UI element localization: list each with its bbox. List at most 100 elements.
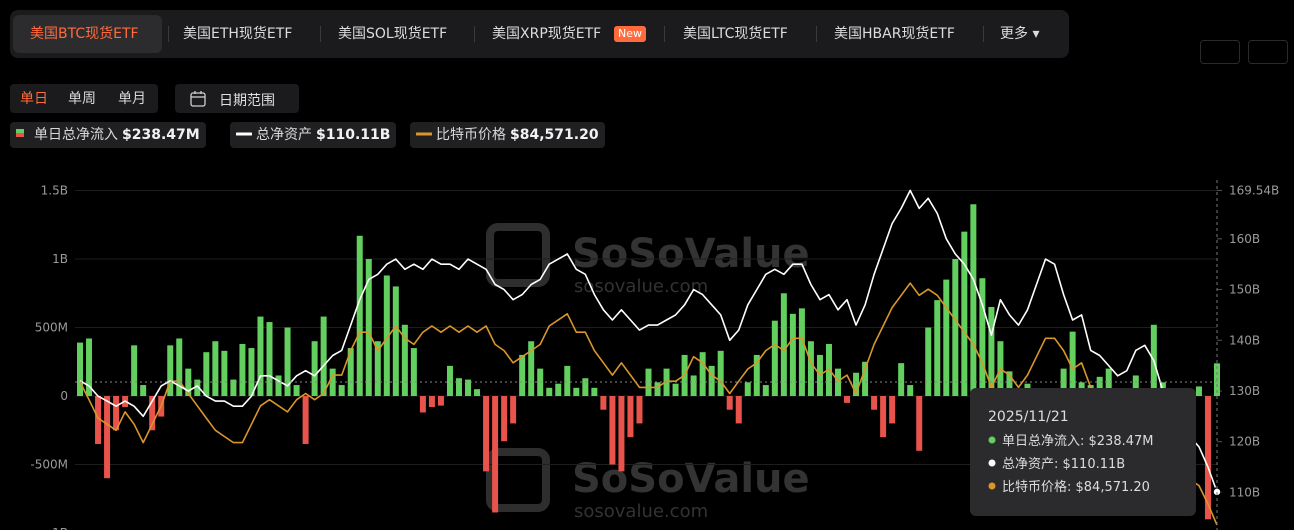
- watermark-site: sosovalue.com: [574, 501, 708, 522]
- watermark-site: sosovalue.com: [574, 276, 708, 297]
- y2-tick-label: 140B: [1229, 333, 1260, 347]
- bar: [1096, 376, 1103, 397]
- bar: [149, 396, 156, 431]
- bar: [131, 345, 138, 397]
- more-label[interactable]: 更多: [1000, 26, 1028, 42]
- bar: [456, 378, 462, 397]
- tooltip: 2025/11/21 单日总净流入: $238.47M 总净资产: $110.11B…: [970, 388, 1196, 516]
- legend-value: $110.11B: [316, 127, 391, 143]
- bar: [555, 383, 562, 397]
- bar: [744, 382, 751, 397]
- y-tick-label: 1B: [52, 252, 68, 266]
- legend-name: 总净资产: [256, 127, 312, 143]
- tab[interactable]: 美国LTC现货ETF: [683, 26, 788, 42]
- period-day[interactable]: 单日: [20, 91, 48, 107]
- bar: [546, 387, 553, 397]
- bar: [952, 259, 959, 397]
- bar: [943, 279, 950, 397]
- bar: [762, 385, 769, 397]
- legend-icon: [235, 132, 253, 136]
- bar: [672, 383, 679, 397]
- bar: [1105, 368, 1112, 397]
- bar: [789, 313, 796, 397]
- bar: [970, 204, 977, 397]
- y2-tick-label: 150B: [1229, 283, 1260, 297]
- bar: [798, 308, 805, 397]
- tab-separator: [816, 26, 817, 42]
- bar: [1204, 396, 1211, 520]
- tab[interactable]: 美国BTC现货ETF: [30, 26, 139, 42]
- tab-separator: [168, 26, 169, 42]
- bar: [383, 275, 390, 397]
- more-tab[interactable]: 更多 ▾: [1000, 26, 1040, 42]
- bar: [636, 396, 643, 424]
- corner-button[interactable]: [1200, 40, 1240, 64]
- legend-item: 单日总净流入 $238.47M: [10, 122, 206, 148]
- bar: [239, 343, 246, 397]
- legend-name: 比特币价格: [436, 127, 506, 143]
- calendar-icon: [190, 91, 206, 107]
- tab[interactable]: 美国HBAR现货ETF: [834, 26, 955, 42]
- legend-value: $84,571.20: [510, 127, 599, 143]
- bar: [419, 396, 426, 413]
- bar: [898, 363, 905, 397]
- legend-name: 单日总净流入: [34, 127, 118, 143]
- line-y2: [79, 189, 1218, 493]
- bar: [302, 396, 309, 444]
- tooltip-dot: [988, 482, 996, 490]
- bar: [492, 396, 499, 513]
- bar: [708, 365, 715, 397]
- bar: [961, 231, 968, 397]
- bar: [510, 396, 517, 424]
- bar: [690, 375, 697, 397]
- tab-bar: [10, 10, 1069, 58]
- tab[interactable]: 美国SOL现货ETF: [338, 26, 448, 42]
- bar: [365, 259, 372, 397]
- bar: [1006, 371, 1013, 397]
- tab-separator: [983, 26, 984, 42]
- bar: [329, 368, 336, 397]
- period-week[interactable]: 单周: [68, 91, 96, 107]
- tab-separator: [664, 26, 665, 42]
- bar: [645, 368, 652, 397]
- y-tick-label: 0: [60, 389, 68, 403]
- bar: [374, 341, 381, 397]
- tab-separator: [320, 26, 321, 42]
- bar: [221, 350, 228, 397]
- bar: [248, 348, 255, 397]
- bar: [140, 385, 147, 397]
- tab-separator: [474, 26, 475, 42]
- bar: [600, 396, 607, 410]
- corner-button[interactable]: [1248, 40, 1288, 64]
- bar: [356, 235, 363, 397]
- tooltip-box: [970, 388, 1196, 516]
- bar: [176, 338, 183, 397]
- bar: [474, 389, 481, 397]
- bar: [266, 322, 273, 397]
- watermark-logo: [486, 448, 550, 512]
- bar: [113, 396, 120, 431]
- tooltip-title: 2025/11/21: [988, 409, 1069, 425]
- tab[interactable]: 美国XRP现货ETF: [492, 26, 602, 42]
- bar: [853, 372, 860, 397]
- bar: [988, 306, 995, 397]
- bar: [862, 361, 869, 397]
- y-tick-label: -500M: [30, 458, 68, 472]
- bar: [347, 348, 354, 397]
- bar: [880, 396, 887, 438]
- bar: [807, 341, 814, 397]
- date-range-label[interactable]: 日期范围: [219, 93, 275, 109]
- date-range-button[interactable]: 日期范围: [175, 84, 299, 113]
- new-badge: New: [614, 26, 646, 42]
- y2-tick-label: 120B: [1229, 435, 1260, 449]
- active-tab-bg: [13, 15, 162, 53]
- bar: [311, 341, 318, 397]
- bar: [293, 385, 300, 397]
- bar: [95, 396, 102, 444]
- bar: [284, 327, 291, 397]
- legend-item: 比特币价格 $84,571.20: [410, 122, 605, 148]
- tab[interactable]: 美国ETH现货ETF: [183, 26, 293, 42]
- period-month[interactable]: 单月: [118, 91, 146, 107]
